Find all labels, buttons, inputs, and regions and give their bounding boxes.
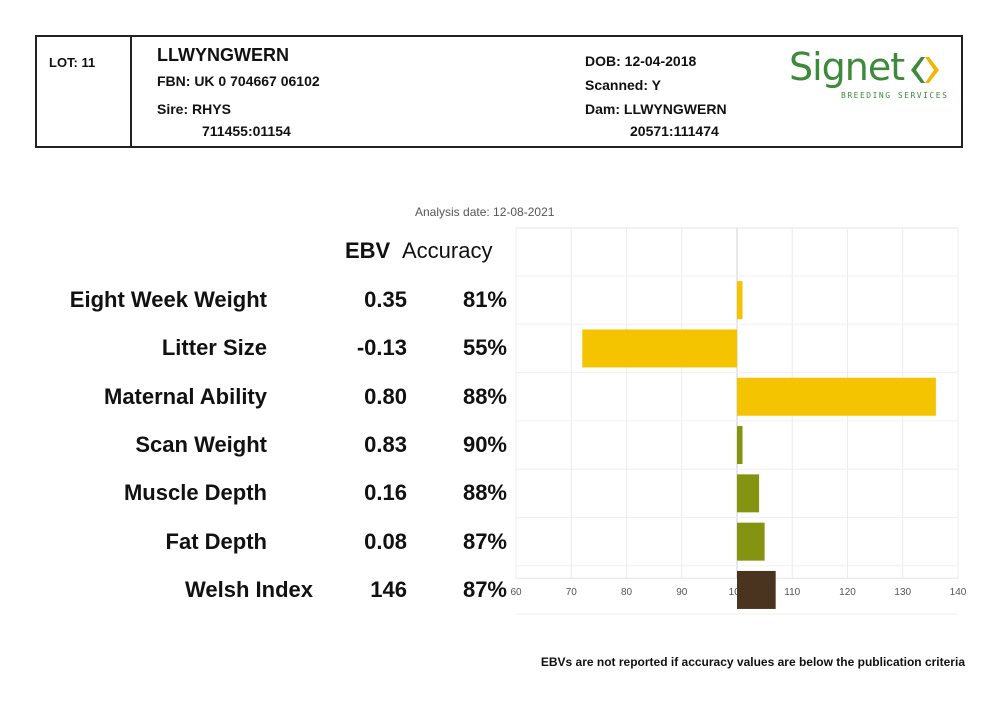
ebv-value: 0.80 [364,383,407,409]
accuracy-value: 55% [462,335,507,361]
analysis-date: Analysis date: 12-08-2021 [415,205,555,219]
ebv-value: 0.16 [364,480,407,506]
x-tick-label: 80 [621,587,633,598]
scanned: Scanned: Y [585,77,661,93]
logo-chevrons-icon [911,57,939,83]
x-tick-label: 120 [839,587,856,598]
logo-subtitle: BREEDING SERVICES [841,91,949,100]
accuracy-column-header: Accuracy [402,238,493,263]
fbn: FBN: UK 0 704667 06102 [157,73,320,89]
sire-id: 711455:01154 [202,123,291,139]
ebv-value: 0.08 [364,528,407,554]
trait-label: Maternal Ability [104,383,267,409]
lot-number: LOT: 11 [49,55,96,70]
x-tick-label: 140 [950,587,967,598]
signet-logo: Signet BREEDING SERVICES [789,45,949,105]
bar [582,329,737,368]
accuracy-value: 88% [462,383,507,409]
animal-header: LOT: 11 LLWYNGWERN FBN: UK 0 704667 0610… [35,35,963,148]
x-tick-label: 130 [894,587,911,598]
x-tick-label: 110 [784,587,800,598]
trait-label: Scan Weight [135,432,267,458]
trait-label: Fat Depth [165,528,267,554]
dob: DOB: 12-04-2018 [585,53,697,69]
accuracy-value: 81% [462,287,507,313]
ebv-value: 0.83 [364,432,407,458]
bar [737,522,765,561]
ebv-value: 0.35 [364,287,407,313]
animal-name: LLWYNGWERN [157,45,289,65]
bar [737,570,776,609]
ebv-column-header: EBV [345,238,391,263]
ebv-value: -0.13 [356,335,407,361]
footnote: EBVs are not reported if accuracy values… [540,655,965,669]
trait-label: Welsh Index [185,576,313,602]
accuracy-value: 87% [462,528,507,554]
lot-cell: LOT: 11 [37,37,132,146]
bar [737,377,936,416]
bar [737,281,743,320]
trait-label: Muscle Depth [123,480,267,506]
x-tick-label: 60 [510,587,522,598]
accuracy-value: 87% [462,576,507,602]
bar [737,426,743,465]
accuracy-value: 90% [462,432,507,458]
bar [737,474,760,513]
dam-id: 20571:111474 [630,123,719,139]
ebv-value: 146 [370,576,407,602]
trait-label: Litter Size [161,335,267,361]
x-tick-label: 70 [566,587,578,598]
sire: Sire: RHYS [157,101,231,117]
logo-text: Signet [789,45,905,89]
accuracy-value: 88% [462,480,507,506]
trait-label: Eight Week Weight [69,287,267,313]
x-tick-label: 90 [676,587,688,598]
dam: Dam: LLWYNGWERN [585,101,727,117]
